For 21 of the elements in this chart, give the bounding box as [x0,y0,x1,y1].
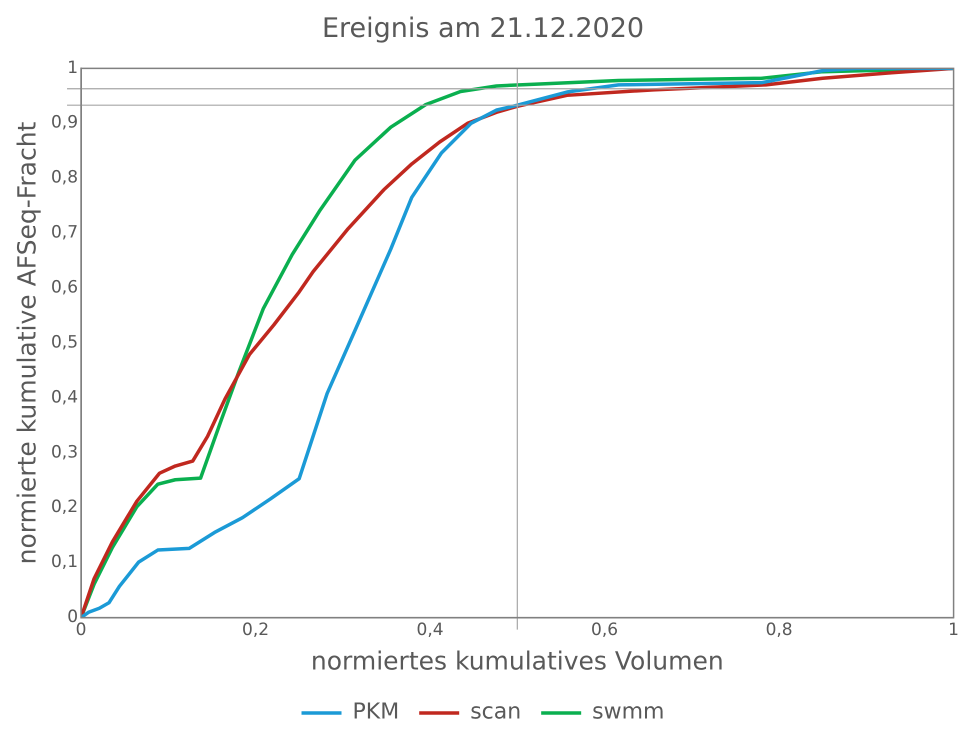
y-tick-label: 0,2 [50,497,78,518]
y-tick-label: 1 [67,58,78,78]
legend-label: PKM [352,700,400,725]
chart-title: Ereignis am 21.12.2020 [322,13,644,44]
y-tick-label: 0,6 [50,278,78,298]
x-axis-title: normiertes kumulatives Volumen [310,646,724,676]
y-tick-label: 0,5 [50,332,78,352]
legend-label: swmm [592,700,664,725]
y-tick-label: 0,3 [50,442,78,462]
x-tick-label: 0,8 [766,620,793,640]
y-tick-label: 0,1 [50,552,78,572]
x-tick-label: 1 [948,620,960,640]
y-axis-title: normierte kumulative AFSeq-Fracht [12,121,42,564]
x-tick-label: 0,4 [416,620,444,640]
x-tick-label: 0,6 [591,620,618,640]
y-tick-label: 0,7 [50,222,78,243]
y-tick-label: 0,8 [50,168,78,188]
y-tick-label: 0,9 [50,112,78,133]
x-tick-label: 0,2 [242,620,270,640]
legend-label: scan [470,700,522,725]
y-tick-label: 0,4 [50,387,78,408]
